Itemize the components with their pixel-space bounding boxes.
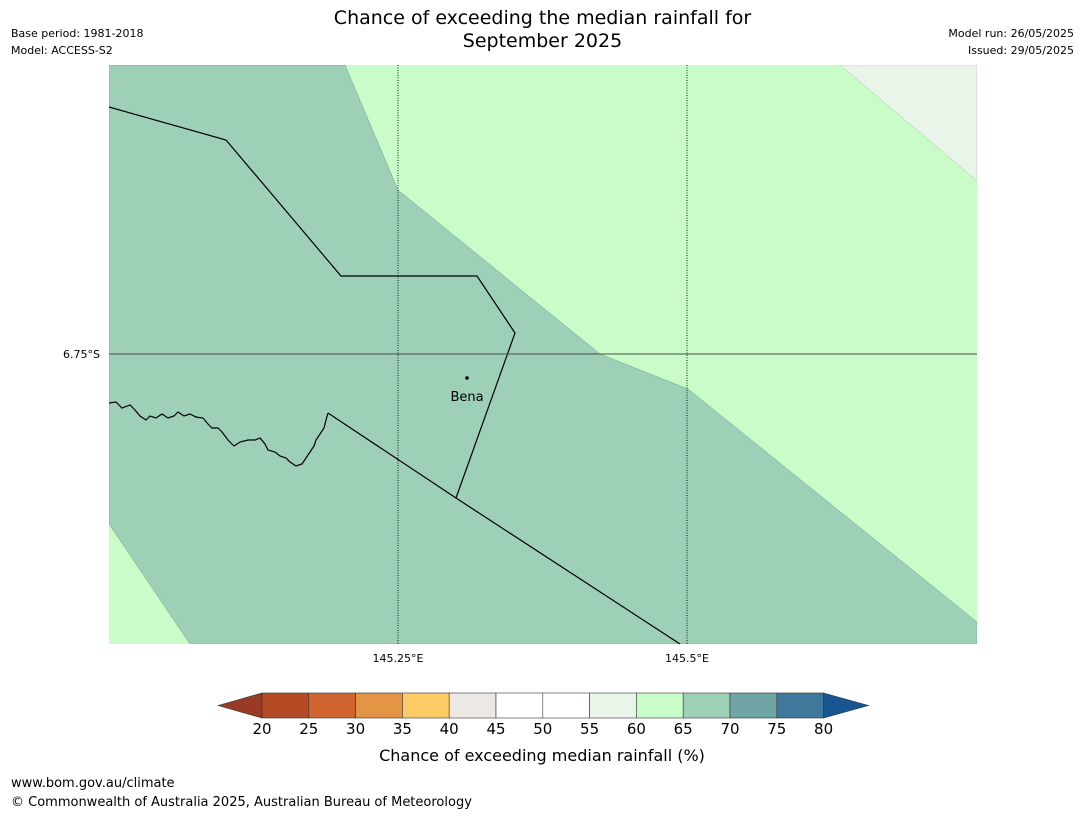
place-label-bena: Bena bbox=[450, 390, 483, 405]
rainfall-map: Bena 6.75°S 145.25°E 145.5°E bbox=[63, 65, 977, 665]
colorbar-label: Chance of exceeding median rainfall (%) bbox=[379, 746, 705, 765]
colorbar-extend-low bbox=[216, 692, 263, 719]
colorbar-cells bbox=[216, 692, 870, 719]
lat-label: 6.75°S bbox=[63, 348, 100, 361]
colorbar-cell bbox=[402, 692, 450, 719]
run-info: Model run: 26/05/2025 Issued: 29/05/2025 bbox=[948, 25, 1074, 59]
colorbar-tick-label: 40 bbox=[440, 720, 459, 738]
colorbar-tick-label: 20 bbox=[252, 720, 271, 738]
colorbar-extend-high bbox=[823, 692, 870, 719]
colorbar-tick-label: 50 bbox=[533, 720, 552, 738]
base-period-text: Base period: 1981-2018 bbox=[11, 27, 144, 40]
model-run-text: Model run: 26/05/2025 bbox=[948, 27, 1074, 40]
lon-label-145-5: 145.5°E bbox=[665, 652, 709, 665]
band-65-70-region bbox=[109, 65, 977, 644]
colorbar-tick-label: 80 bbox=[814, 720, 833, 738]
colorbar-tick-label: 75 bbox=[767, 720, 786, 738]
footer-url: www.bom.gov.au/climate bbox=[11, 776, 175, 791]
colorbar-cell bbox=[448, 692, 497, 719]
colorbar-tick-label: 60 bbox=[627, 720, 646, 738]
colorbar-tick-label: 30 bbox=[346, 720, 365, 738]
colorbar-ticks: 20 25 30 35 40 45 50 55 60 65 70 75 80 bbox=[252, 720, 833, 738]
colorbar-cell bbox=[355, 692, 403, 719]
colorbar-cell bbox=[636, 692, 684, 719]
band-55-60-region bbox=[839, 65, 977, 182]
bena-marker bbox=[465, 376, 469, 380]
colorbar: 20 25 30 35 40 45 50 55 60 65 70 75 80 Chance of exc… bbox=[216, 692, 870, 765]
footer: www.bom.gov.au/climate © Commonwealth of… bbox=[11, 774, 472, 812]
province-boundary bbox=[109, 106, 516, 499]
colorbar-tick-label: 70 bbox=[720, 720, 739, 738]
colorbar-tick-label: 45 bbox=[486, 720, 505, 738]
colorbar-cell bbox=[589, 692, 637, 719]
colorbar-cell bbox=[308, 692, 356, 719]
colorbar-tick-label: 65 bbox=[674, 720, 693, 738]
colorbar-cell bbox=[542, 692, 590, 719]
model-info: Base period: 1981-2018 Model: ACCESS-S2 bbox=[11, 25, 143, 59]
footer-copyright: © Commonwealth of Australia 2025, Austra… bbox=[11, 795, 472, 810]
title-line-1: Chance of exceeding the median rainfall … bbox=[333, 7, 752, 29]
model-name-text: Model: ACCESS-S2 bbox=[11, 44, 113, 57]
province-boundary-south bbox=[327, 412, 681, 644]
colorbar-cell bbox=[495, 692, 544, 719]
colorbar-tick-label: 55 bbox=[580, 720, 599, 738]
province-boundary-west bbox=[109, 401, 329, 467]
colorbar-cell bbox=[261, 692, 310, 719]
colorbar-tick-label: 25 bbox=[299, 720, 318, 738]
colorbar-tick-label: 35 bbox=[393, 720, 412, 738]
page-title: Chance of exceeding the median rainfall … bbox=[0, 7, 1085, 53]
title-line-2: September 2025 bbox=[462, 30, 623, 52]
colorbar-cell bbox=[776, 692, 824, 719]
issued-date-text: Issued: 29/05/2025 bbox=[967, 44, 1074, 57]
lon-label-145-25: 145.25°E bbox=[373, 652, 424, 665]
colorbar-cell bbox=[682, 692, 731, 719]
colorbar-cell bbox=[729, 692, 778, 719]
